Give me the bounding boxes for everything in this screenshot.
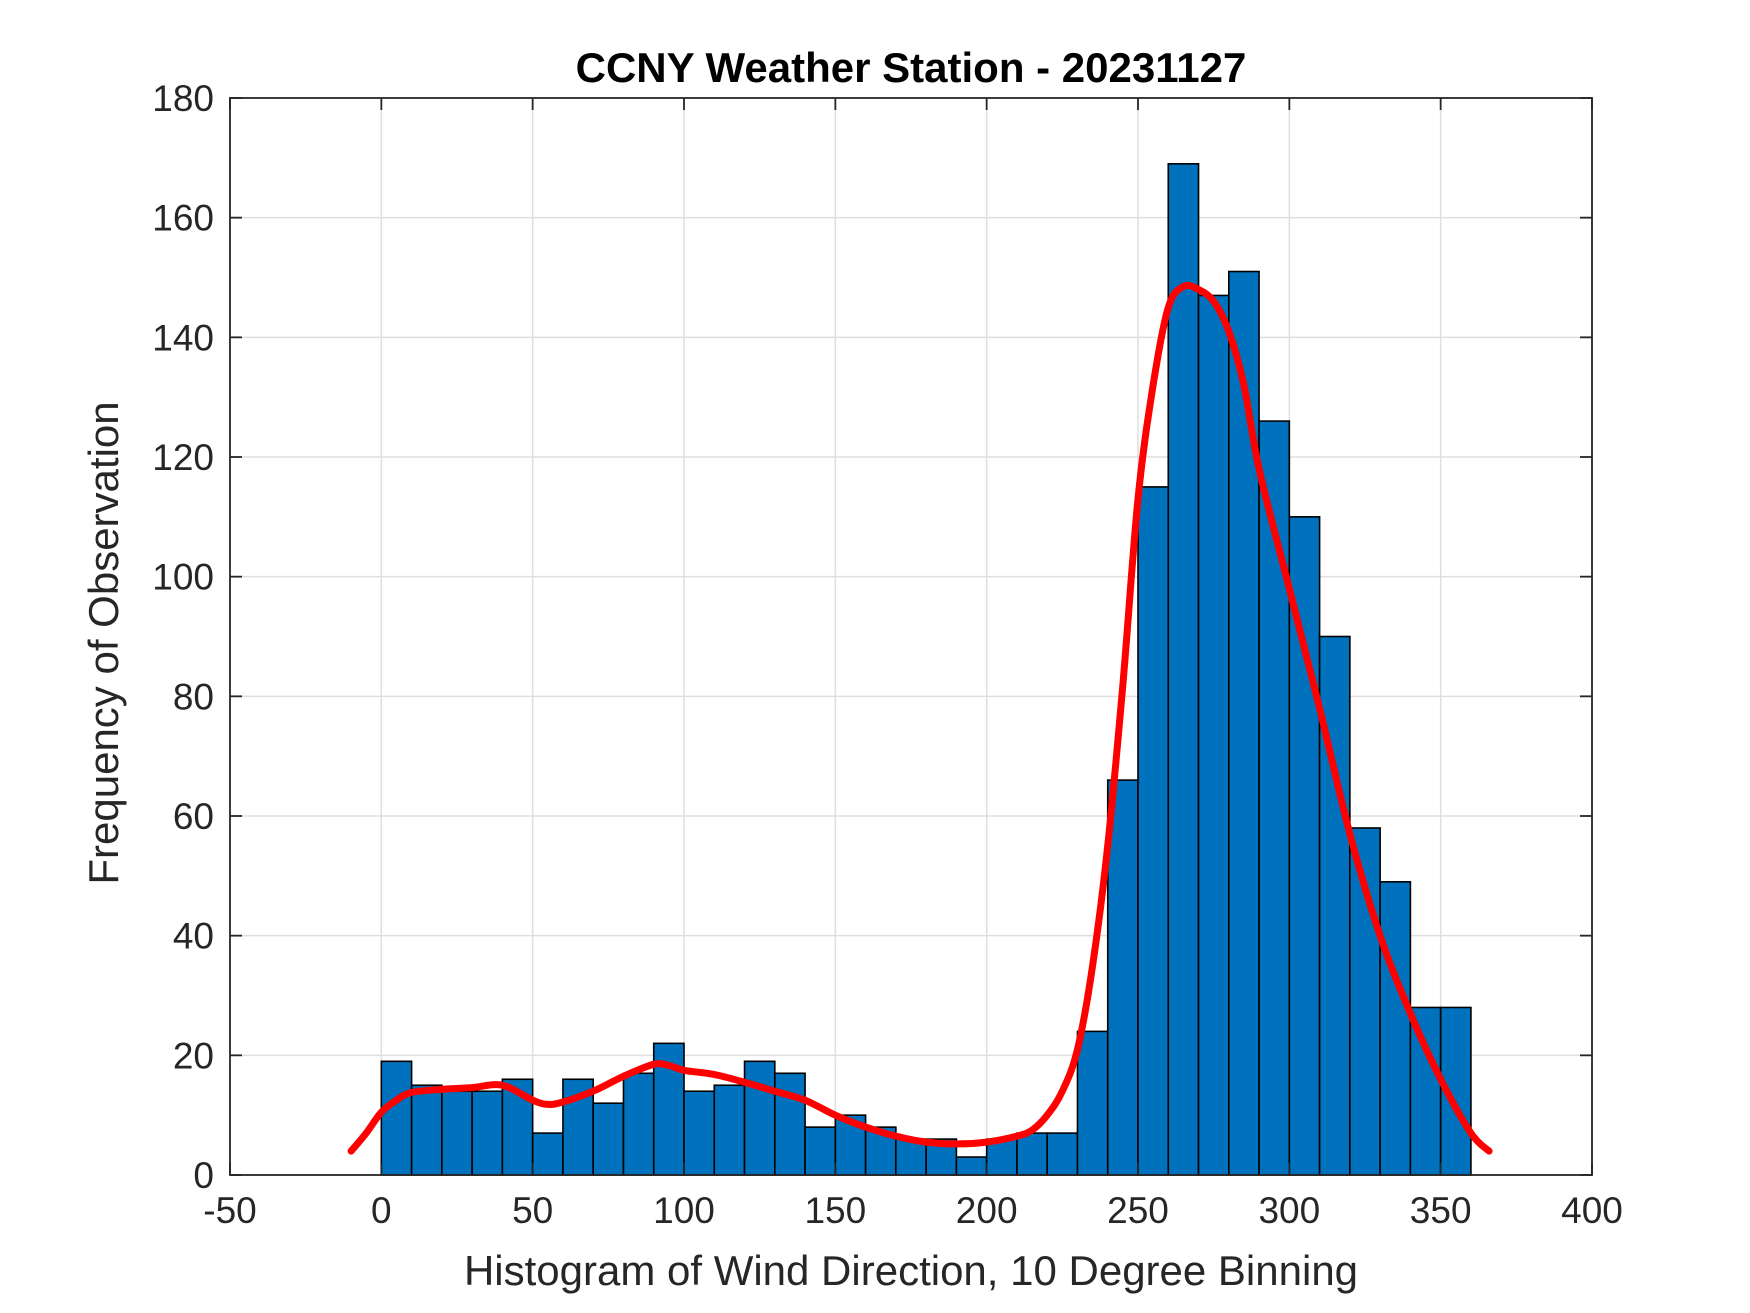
- histogram-bar: [1197, 294, 1230, 1176]
- y-tick-label: 180: [152, 78, 214, 119]
- histogram-bar: [1016, 1132, 1049, 1176]
- y-tick-label: 80: [173, 676, 214, 717]
- x-tick-label: 150: [804, 1190, 866, 1231]
- histogram-bar: [531, 1132, 564, 1176]
- x-axis-label: Histogram of Wind Direction, 10 Degree B…: [464, 1247, 1358, 1294]
- histogram-bar: [622, 1072, 655, 1176]
- histogram-bar: [1046, 1132, 1079, 1176]
- x-tick-label: 350: [1410, 1190, 1472, 1231]
- histogram-bar: [592, 1102, 625, 1176]
- x-tick-label: 300: [1258, 1190, 1320, 1231]
- x-tick-label: 250: [1107, 1190, 1169, 1231]
- chart-title: CCNY Weather Station - 20231127: [576, 44, 1247, 91]
- x-tick-label: 100: [653, 1190, 715, 1231]
- histogram-bar: [713, 1084, 746, 1176]
- histogram-bar: [804, 1126, 837, 1176]
- histogram-bar: [471, 1090, 504, 1176]
- histogram-bar: [441, 1090, 473, 1176]
- y-tick-label: 40: [173, 916, 214, 957]
- histogram-bar: [683, 1090, 716, 1176]
- histogram-bar: [1379, 881, 1412, 1176]
- histogram-bar: [773, 1072, 806, 1176]
- y-tick-label: 160: [152, 198, 214, 239]
- histogram-bar: [380, 1060, 413, 1176]
- histogram-bar: [1258, 420, 1291, 1176]
- y-axis-label: Frequency of Observation: [80, 401, 127, 884]
- x-tick-label: 0: [371, 1190, 392, 1231]
- y-tick-label: 20: [173, 1035, 214, 1076]
- histogram-bar: [410, 1084, 443, 1176]
- x-tick-label: 400: [1561, 1190, 1623, 1231]
- histogram-bar: [1288, 516, 1321, 1176]
- y-tick-label: 0: [193, 1155, 214, 1196]
- x-tick-label: 50: [512, 1190, 553, 1231]
- histogram-bar: [1106, 779, 1139, 1176]
- histogram-bar: [1167, 163, 1200, 1176]
- x-tick-label: -50: [203, 1190, 256, 1231]
- y-tick-label: 100: [152, 557, 214, 598]
- y-tick-label: 60: [173, 796, 214, 837]
- histogram-bar: [1439, 1006, 1472, 1176]
- histogram-bar: [1228, 270, 1260, 1176]
- histogram-bar: [1137, 486, 1170, 1176]
- axes-box: [229, 97, 1593, 1176]
- histogram-bar: [1076, 1030, 1109, 1176]
- y-tick-label: 120: [152, 437, 214, 478]
- x-tick-label: 200: [956, 1190, 1018, 1231]
- histogram-bar: [743, 1060, 776, 1176]
- density-curve: [347, 281, 1493, 1155]
- y-tick-label: 140: [152, 317, 214, 358]
- histogram-bar: [955, 1156, 988, 1176]
